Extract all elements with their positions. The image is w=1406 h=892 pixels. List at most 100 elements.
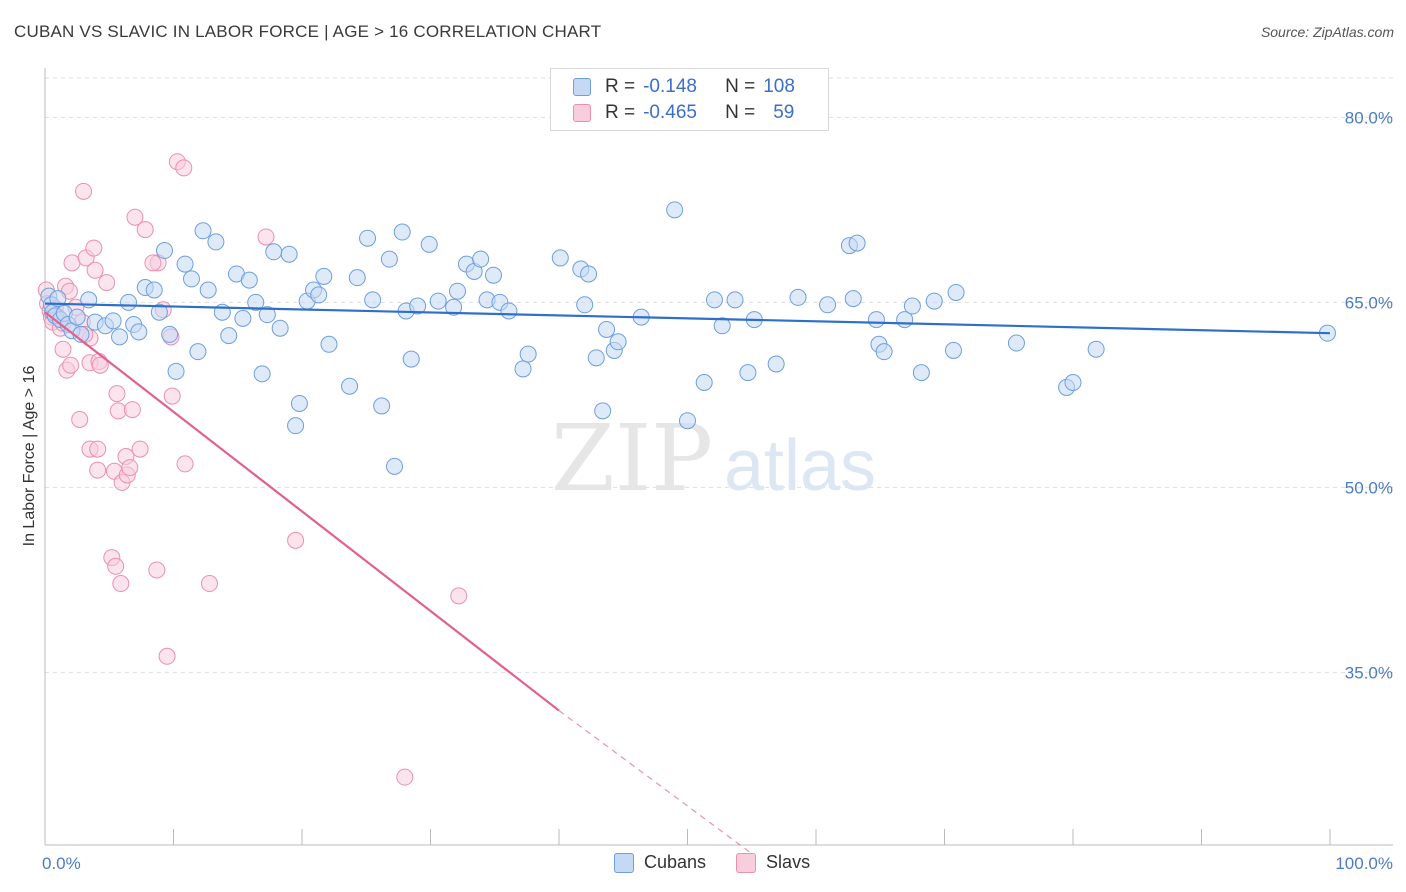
slavs-point xyxy=(163,387,181,405)
slavs-swatch xyxy=(573,104,591,122)
cubans-point xyxy=(875,343,893,361)
cubans-point xyxy=(310,286,328,304)
cubans-point xyxy=(199,281,217,299)
r-label: R = xyxy=(605,76,636,97)
slavs-point xyxy=(136,221,154,239)
y-axis-label: In Labor Force | Age > 16 xyxy=(21,366,38,547)
slavs-point xyxy=(123,401,141,419)
cubans-point xyxy=(819,296,837,314)
slavs-point xyxy=(287,531,305,549)
cubans-point xyxy=(315,267,333,285)
slavs-point xyxy=(396,768,414,786)
cubans-point xyxy=(1087,340,1105,358)
cubans-point xyxy=(393,223,411,241)
tick-labels: 80.0% 65.0% 50.0% 35.0% 0.0% 100.0% xyxy=(42,108,1393,873)
cubans-point xyxy=(247,293,265,311)
slavs-legend-swatch xyxy=(736,852,757,873)
cubans-point xyxy=(580,265,598,283)
slavs-trend-extension xyxy=(558,710,753,855)
cubans-legend-swatch xyxy=(614,852,634,873)
cubans-point xyxy=(49,290,67,308)
n-value: 108 xyxy=(763,76,795,97)
cubans-point xyxy=(944,341,962,359)
slavs-point xyxy=(86,261,104,279)
cubans-point xyxy=(609,333,627,351)
cubans-point xyxy=(598,320,616,338)
n-value: 59 xyxy=(773,102,795,123)
cubans-point xyxy=(341,377,359,395)
legend-row-slavs: R = -0.465 N = 59 xyxy=(573,101,794,125)
r-value: -0.148 xyxy=(643,76,697,97)
slavs-point xyxy=(98,274,116,292)
slavs-point xyxy=(75,182,93,200)
cubans-points xyxy=(40,201,1336,475)
cubans-point xyxy=(514,360,532,378)
y-tick-label: 35.0% xyxy=(1345,663,1393,682)
cubans-point xyxy=(380,250,398,268)
cubans-point xyxy=(287,417,305,435)
slavs-point xyxy=(158,647,176,665)
chart-source: Source: ZipAtlas.com xyxy=(1260,24,1394,40)
slavs-point xyxy=(126,208,144,226)
cubans-point xyxy=(167,362,185,380)
stats-legend: R = -0.148 N = 108 R = -0.465 N = 59 xyxy=(550,68,829,131)
cubans-point xyxy=(726,291,744,309)
cubans-point xyxy=(713,317,731,335)
slavs-point xyxy=(131,440,149,458)
x-tick-label: 100.0% xyxy=(1335,854,1393,873)
cubans-point xyxy=(551,249,569,267)
slavs-point xyxy=(108,385,126,403)
slavs-legend-label: Slavs xyxy=(766,852,811,872)
chart-title: CUBAN VS SLAVIC IN LABOR FORCE | AGE > 1… xyxy=(14,22,602,41)
cubans-point xyxy=(912,364,930,382)
cubans-point xyxy=(111,328,129,346)
slavs-point xyxy=(450,587,468,605)
slavs-point xyxy=(112,575,130,593)
slavs-point xyxy=(62,356,80,374)
slavs-point xyxy=(148,561,166,579)
cubans-point xyxy=(705,291,723,309)
cubans-point xyxy=(429,292,447,310)
cubans-point xyxy=(576,296,594,314)
n-label: N = xyxy=(725,76,756,97)
cubans-point xyxy=(500,302,518,320)
cubans-point xyxy=(679,412,696,430)
cubans-point xyxy=(472,250,490,268)
cubans-point xyxy=(207,233,225,251)
cubans-point xyxy=(280,245,298,263)
cubans-point xyxy=(240,271,258,289)
cubans-point xyxy=(695,374,713,391)
r-value: -0.465 xyxy=(643,102,697,123)
cubans-point xyxy=(258,306,276,324)
cubans-legend-label: Cubans xyxy=(644,852,707,872)
n-label: N = xyxy=(725,102,756,123)
watermark-atlas: atlas xyxy=(724,426,876,506)
cubans-point xyxy=(789,288,807,306)
legend-item-slavs[interactable]: Slavs xyxy=(736,852,810,873)
cubans-point xyxy=(194,222,212,240)
cubans-point xyxy=(947,283,965,301)
slavs-point xyxy=(121,459,139,477)
cubans-point xyxy=(925,292,943,310)
slavs-point xyxy=(91,356,109,374)
slavs-point xyxy=(109,402,127,420)
slavs-point xyxy=(107,557,125,575)
legend-item-cubans[interactable]: Cubans xyxy=(614,852,706,873)
cubans-point xyxy=(120,293,138,311)
cubans-point xyxy=(156,242,174,260)
cubans-point xyxy=(130,323,148,341)
slavs-trend-line xyxy=(44,311,560,712)
cubans-point xyxy=(519,345,537,363)
cubans-point xyxy=(176,255,194,273)
cubans-point xyxy=(161,325,179,343)
cubans-point xyxy=(1064,374,1082,391)
slavs-point xyxy=(89,440,107,458)
cubans-point xyxy=(271,319,289,337)
cubans-point xyxy=(594,402,612,420)
cubans-trend-line xyxy=(44,302,1331,335)
cubans-point xyxy=(364,291,382,309)
slavs-point xyxy=(144,254,162,272)
cubans-point xyxy=(234,309,252,327)
cubans-point xyxy=(402,350,420,368)
axes xyxy=(44,68,1393,846)
